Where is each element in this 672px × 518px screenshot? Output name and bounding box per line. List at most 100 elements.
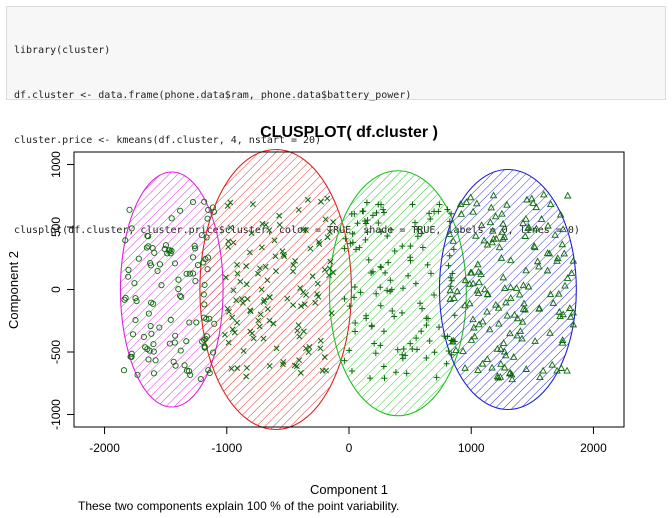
cluster-4-point [489,234,498,242]
cluster-4-point [532,224,541,232]
cluster-2-point [248,230,255,237]
cluster-1-point [201,301,208,308]
cluster-1-point [135,255,142,262]
cluster-3-point [426,338,433,345]
cluster-2-point [243,373,250,380]
cluster-3-point [417,300,424,307]
cluster-3-point [352,319,359,326]
x-tick-label: -1000 [211,441,242,455]
cluster-4-point [466,193,475,201]
cluster-4-point [535,262,543,270]
cluster-4-point [452,346,460,354]
cluster-3-point [384,232,391,239]
cluster-3-point [444,206,451,213]
cluster-4-point [520,299,528,307]
cluster-4-point [469,315,477,323]
cluster-4-point [509,353,518,360]
cluster-1-point [152,357,159,364]
cluster-3-point [377,342,384,349]
cluster-4-point [530,241,538,249]
cluster-2-point [272,253,279,260]
cluster-4-point [566,304,574,311]
x-tick-label: 0 [346,441,353,455]
cluster-4-point [569,320,578,328]
cluster-2-point [243,281,250,288]
cluster-4-point [536,373,544,381]
cluster-3-point [448,210,455,217]
cluster-2-point [280,251,287,258]
cluster-2-point [323,367,330,374]
cluster-1-point [126,206,133,213]
cluster-1-point [150,370,158,377]
cluster-3-point [372,350,379,357]
cluster-4-point [503,311,512,319]
cluster-4-point [507,370,516,378]
cluster-3-point [427,270,434,277]
cluster-2-point [317,345,324,352]
cluster-1-point [194,261,202,269]
cluster-2-point [290,262,297,268]
cluster-4-point [548,360,556,368]
cluster-3-point [414,233,421,240]
cluster-4-point [513,331,521,339]
cluster-3-point [414,346,421,353]
cluster-4-point [478,359,487,367]
cluster-1-point [128,225,135,232]
clusplot-chart: CLUSPLOT( df.cluster ) -2000 -1000 0 1000 20… [6,124,625,513]
cluster-4-point [499,273,507,281]
cluster-3-point [377,284,384,291]
x-axis-label: Component 1 [310,482,388,497]
cluster-1-point [192,278,199,285]
cluster-1-point [202,335,209,342]
cluster-3-point [407,257,414,264]
cluster-ellipses [119,148,577,431]
cluster-4-point [500,363,509,371]
cluster-3-point [363,315,370,322]
cluster-2-point [250,335,257,342]
cluster-4-point [554,289,563,297]
cluster-2-point [255,317,262,324]
cluster-4-point [508,375,516,383]
cluster-3-point [450,246,457,253]
x-tick-label: 2000 [580,441,607,455]
cluster-4-point [546,328,554,336]
cluster-3-point [418,230,425,237]
cluster-4-point [474,366,482,374]
cluster-1-point [201,281,208,288]
cluster-4-point [495,319,503,327]
cluster-1-point [177,292,184,299]
cluster-1-point [201,336,208,343]
cluster-1-point [200,291,207,298]
cluster-3-point [431,291,438,298]
cluster-3-point [378,228,385,235]
variability-footnote: These two components explain 100 % of th… [78,499,399,513]
cluster-2-point [229,314,236,321]
cluster-4-point [466,268,475,276]
cluster-3-point [363,199,370,206]
cluster-4-point [515,290,524,298]
cluster-2-point [243,364,250,371]
cluster-4-point [446,286,454,294]
cluster-2-point [312,299,319,306]
cluster-points [120,190,578,383]
cluster-2-point [303,291,309,298]
cluster-3-point [435,208,442,215]
cluster-1-point [140,333,147,340]
cluster-3-point [351,294,358,301]
cluster-3-point [371,340,378,347]
code-block: library(cluster) df.cluster <- data.fram… [6,6,666,236]
cluster-2-point [284,295,291,302]
cluster-2-point [224,305,231,312]
cluster-3-point [380,209,387,216]
y-tick-label: 0 [49,286,63,293]
cluster-4-point [513,314,522,322]
y-tick-label: 500 [49,217,63,237]
cluster-2-point [261,297,268,303]
cluster-1-point [134,371,141,378]
cluster-1-point [125,266,132,273]
cluster-4-point [537,215,546,222]
cluster-2-point [225,339,232,346]
cluster-4-point [551,230,559,238]
cluster-3-point [388,286,395,293]
cluster-1-point [177,347,184,354]
